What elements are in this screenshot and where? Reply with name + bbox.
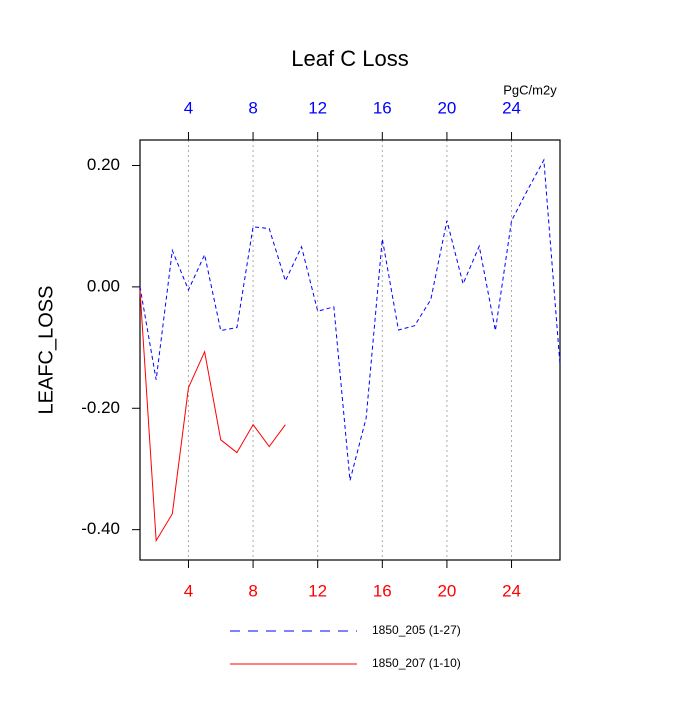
series-line: [139, 289, 286, 543]
y-axis-label: LEAFC_LOSS: [35, 286, 57, 415]
x-tick-label: 20: [437, 581, 456, 600]
x-tick-label: 24: [502, 581, 521, 600]
plot-frame: [139, 139, 561, 561]
x-top-tick-label: 16: [373, 98, 392, 117]
x-top-tick-label: 4: [184, 98, 193, 117]
y-tick-label: 0.00: [87, 276, 120, 295]
chart-title: Leaf C Loss: [291, 46, 408, 71]
series-line: [139, 158, 561, 481]
x-tick-label: 4: [184, 581, 193, 600]
x-top-tick-label: 8: [248, 98, 257, 117]
legend-label: 1850_207 (1-10): [372, 656, 461, 670]
y-tick-label: -0.40: [81, 519, 120, 538]
x-tick-label: 16: [373, 581, 392, 600]
y-tick-label: -0.20: [81, 398, 120, 417]
y-tick-label: 0.20: [87, 155, 120, 174]
x-tick-label: 12: [308, 581, 327, 600]
x-top-tick-label: 24: [502, 98, 521, 117]
legend-label: 1850_205 (1-27): [372, 623, 461, 637]
x-top-tick-label: 12: [308, 98, 327, 117]
top-axis-label: PgC/m2y: [503, 82, 557, 97]
x-top-tick-label: 20: [437, 98, 456, 117]
x-tick-label: 8: [248, 581, 257, 600]
